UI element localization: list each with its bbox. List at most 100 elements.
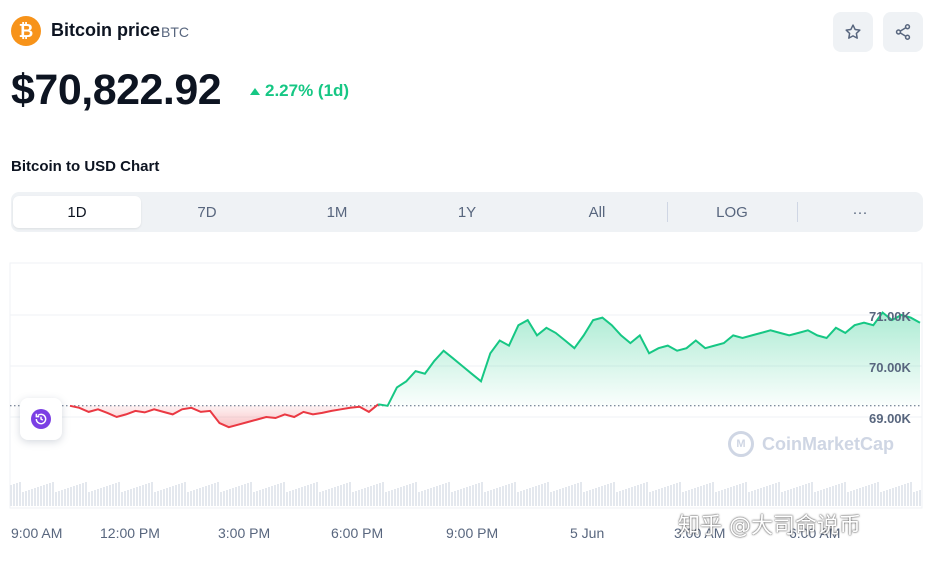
volume-bar <box>838 484 840 506</box>
volume-bar <box>616 492 618 506</box>
volume-bar <box>139 486 141 506</box>
current-price: $70,822.92 <box>11 66 222 114</box>
volume-bar <box>739 484 741 506</box>
volume-bar <box>505 485 507 506</box>
volume-bar <box>619 491 621 506</box>
volume-bar <box>676 483 678 506</box>
volume-bar <box>274 485 276 506</box>
volume-bar <box>301 487 303 506</box>
volume-bar <box>292 490 294 506</box>
volume-bar <box>316 482 318 506</box>
volume-bar <box>493 489 495 506</box>
volume-bar <box>100 488 102 506</box>
coin-symbol: BTC <box>161 24 189 40</box>
volume-bar <box>769 485 771 506</box>
volume-bar <box>685 491 687 506</box>
volume-bar <box>763 487 765 506</box>
volume-bar <box>97 489 99 506</box>
volume-bar <box>637 485 639 506</box>
volume-bar <box>835 485 837 506</box>
volume-bar <box>238 486 240 506</box>
volume-bar <box>913 492 915 506</box>
volume-bar <box>277 484 279 506</box>
volume-bar <box>628 488 630 506</box>
volume-bar <box>703 485 705 506</box>
volume-bar <box>802 485 804 506</box>
volume-bar <box>307 485 309 506</box>
volume-bar <box>553 491 555 506</box>
volume-bar <box>697 487 699 506</box>
volume-bar <box>169 487 171 506</box>
volume-bar <box>559 489 561 506</box>
tab-more[interactable]: ··· <box>852 203 868 221</box>
volume-bar <box>844 482 846 506</box>
share-button[interactable] <box>883 12 923 52</box>
volume-bar <box>613 482 615 506</box>
coin-name: Bitcoin price <box>51 20 161 40</box>
volume-bar <box>874 483 876 506</box>
volume-bar <box>10 485 12 506</box>
volume-bar <box>70 487 72 506</box>
volume-bar <box>910 482 912 506</box>
volume-bar <box>460 489 462 506</box>
volume-bar <box>172 486 174 506</box>
volume-bar <box>820 490 822 506</box>
x-tick-label: 9:00 PM <box>446 525 499 541</box>
coinmarketcap-logo-icon: M <box>728 431 754 457</box>
volume-bar <box>589 490 591 506</box>
volume-bar <box>154 492 156 506</box>
volume-bar <box>550 492 552 506</box>
tab-1m[interactable]: 1M <box>326 203 348 221</box>
volume-bar <box>625 489 627 506</box>
volume-bar <box>709 483 711 506</box>
watermark-text: CoinMarketCap <box>762 433 895 454</box>
volume-bar <box>730 487 732 506</box>
tab-all[interactable]: All <box>588 203 606 221</box>
volume-bar <box>46 484 48 506</box>
tab-7d[interactable]: 7D <box>197 203 217 221</box>
volume-bar <box>775 483 777 506</box>
volume-bar <box>163 489 165 506</box>
volume-bar <box>667 486 669 506</box>
volume-bar <box>334 487 336 506</box>
volume-bar <box>286 492 288 506</box>
volume-bar <box>109 485 111 506</box>
volume-bar <box>733 486 735 506</box>
volume-bar <box>208 485 210 506</box>
volume-bar <box>151 482 153 506</box>
price-chart[interactable] <box>0 260 932 515</box>
volume-bar <box>748 492 750 506</box>
coinmarketcap-watermark: M CoinMarketCap <box>728 431 894 457</box>
volume-bar <box>235 487 237 506</box>
volume-bar <box>742 483 744 506</box>
volume-bar <box>361 489 363 506</box>
tab-1d[interactable]: 1D <box>13 196 141 228</box>
volume-bar <box>868 485 870 506</box>
volume-bar <box>526 489 528 506</box>
volume-bar <box>583 492 585 506</box>
volume-bar <box>43 485 45 506</box>
volume-bar <box>514 482 516 506</box>
volume-bar <box>700 486 702 506</box>
tab-1y[interactable]: 1Y <box>457 203 477 221</box>
volume-bar <box>130 489 132 506</box>
volume-bar <box>517 492 519 506</box>
volume-bar <box>424 490 426 506</box>
watchlist-star-button[interactable] <box>833 12 873 52</box>
volume-bar <box>799 486 801 506</box>
volume-bar <box>136 487 138 506</box>
tab-log[interactable]: LOG <box>716 203 748 221</box>
volume-bar <box>115 483 117 506</box>
volume-bar <box>223 491 225 506</box>
x-tick-label: 3:00 PM <box>218 525 271 541</box>
replay-button[interactable] <box>20 398 62 440</box>
volume-bar <box>175 485 177 506</box>
volume-bar <box>766 486 768 506</box>
volume-bar <box>187 492 189 506</box>
volume-bar <box>241 485 243 506</box>
volume-bar <box>22 492 24 506</box>
volume-bar <box>664 487 666 506</box>
volume-bar <box>883 491 885 506</box>
volume-bar <box>55 492 57 506</box>
volume-bar <box>37 487 39 506</box>
